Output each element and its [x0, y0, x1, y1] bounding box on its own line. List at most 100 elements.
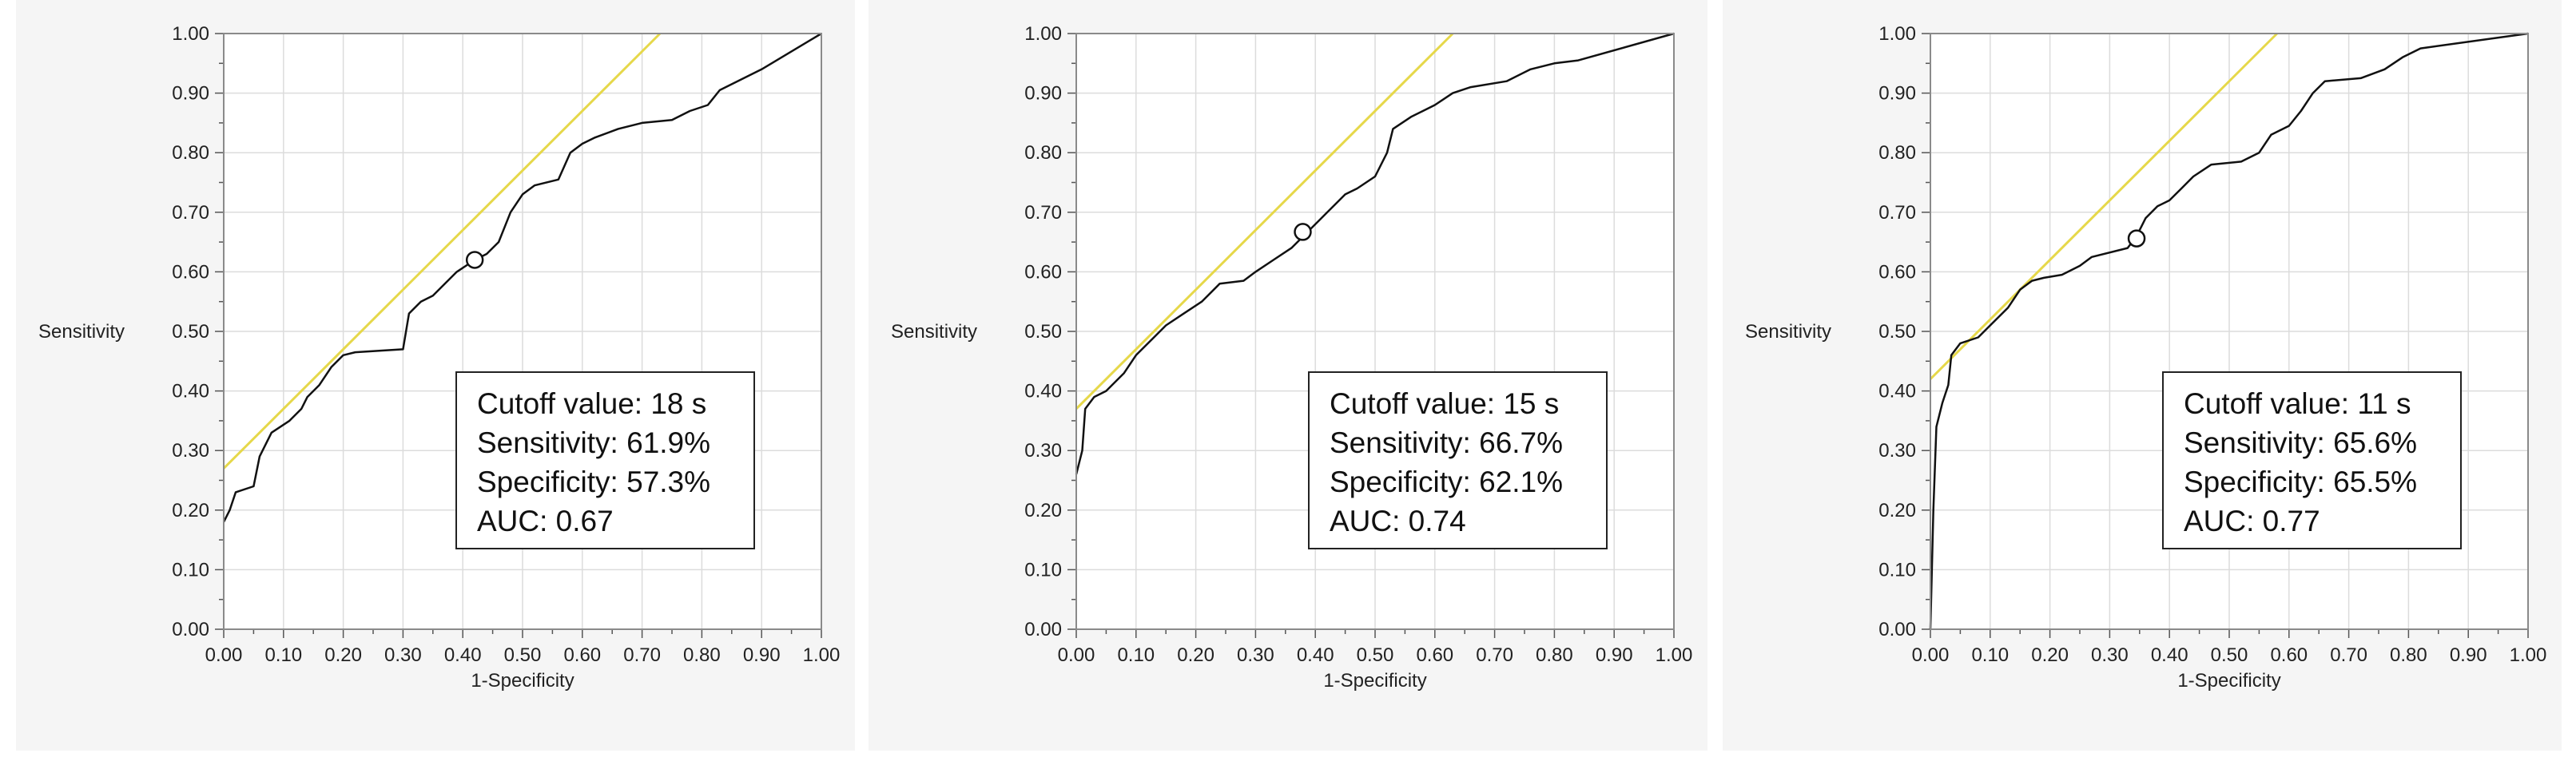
sensitivity-text: Sensitivity: 61.9% — [477, 426, 711, 459]
x-tick-label: 0.40 — [2151, 644, 2188, 666]
specificity-text: Specificity: 65.5% — [2184, 466, 2418, 498]
cutoff-point-marker — [1294, 223, 1312, 241]
x-tick-label: 0.20 — [1177, 644, 1214, 666]
y-tick-label: 0.60 — [1024, 261, 1062, 283]
cutoff-value-text: Cutoff value: 18 s — [477, 387, 707, 420]
x-tick-label: 0.50 — [504, 644, 542, 666]
sensitivity-text: Sensitivity: 65.6% — [2184, 426, 2418, 459]
x-axis-title: 1-Specificity — [2177, 670, 2280, 692]
x-tick-label: 0.80 — [683, 644, 721, 666]
y-tick-label: 0.40 — [1878, 381, 1916, 402]
x-tick-label: 0.00 — [1058, 644, 1095, 666]
y-axis-title: Sensitivity — [891, 321, 977, 343]
y-tick-label: 0.10 — [1878, 559, 1916, 581]
y-tick-label: 1.00 — [1024, 23, 1062, 45]
x-tick-label: 1.00 — [803, 644, 841, 666]
auc-text: AUC: 0.74 — [1330, 505, 1466, 537]
x-tick-label: 0.60 — [2270, 644, 2308, 666]
plot-frame — [223, 33, 822, 630]
x-tick-label: 0.50 — [2211, 644, 2248, 666]
y-tick-label: 0.20 — [172, 500, 209, 521]
y-tick-label: 1.00 — [172, 23, 209, 45]
x-tick-label: 0.90 — [743, 644, 781, 666]
cutoff-value-text: Cutoff value: 11 s — [2184, 387, 2411, 420]
y-tick-label: 0.30 — [1878, 440, 1916, 462]
y-axis-title: Sensitivity — [1745, 321, 1831, 343]
y-tick-label: 0.20 — [1878, 500, 1916, 521]
tangent-line — [1075, 32, 1454, 410]
stats-annotation-box: Cutoff value: 15 s Sensitivity: 66.7% Sp… — [1308, 371, 1608, 549]
y-tick-label: 0.90 — [1024, 83, 1062, 105]
y-tick-label: 0.00 — [1878, 619, 1916, 640]
sensitivity-text: Sensitivity: 66.7% — [1330, 426, 1564, 459]
tangent-line — [1929, 32, 2278, 380]
roc-panel-3: 0.00 0.10 0.20 0.30 0.40 0.50 0.60 0.70 0.80 0.90… — [1723, 0, 2562, 751]
auc-text: AUC: 0.67 — [477, 505, 614, 537]
y-tick-label: 0.30 — [1024, 440, 1062, 462]
x-tick-label: 0.70 — [623, 644, 661, 666]
x-axis-title: 1-Specificity — [471, 670, 574, 692]
y-tick-label: 0.90 — [172, 83, 209, 105]
x-tick-label: 0.00 — [205, 644, 243, 666]
cutoff-point-marker — [465, 251, 484, 269]
x-tick-label: 0.90 — [2450, 644, 2487, 666]
roc-panel-1: 0.00 0.10 0.20 0.30 0.40 0.50 0.60 0.70 0.80 0.90… — [16, 0, 855, 751]
x-tick-label: 0.20 — [2031, 644, 2069, 666]
x-tick-label: 1.00 — [2510, 644, 2547, 666]
y-tick-label: 0.30 — [172, 440, 209, 462]
y-tick-label: 0.80 — [1878, 142, 1916, 164]
x-tick-label: 0.70 — [2330, 644, 2367, 666]
y-tick-label: 1.00 — [1878, 23, 1916, 45]
y-axis-title: Sensitivity — [38, 321, 125, 343]
cutoff-point-marker — [2127, 229, 2146, 248]
y-tick-label: 0.10 — [172, 559, 209, 581]
x-tick-label: 0.30 — [1237, 644, 1274, 666]
x-tick-label: 0.60 — [1416, 644, 1453, 666]
x-tick-label: 0.60 — [563, 644, 601, 666]
y-tick-label: 0.40 — [1024, 381, 1062, 402]
y-tick-label: 0.80 — [172, 142, 209, 164]
roc-curve — [222, 32, 822, 523]
y-tick-label: 0.40 — [172, 381, 209, 402]
y-tick-label: 0.60 — [172, 261, 209, 283]
stats-annotation-box: Cutoff value: 11 s Sensitivity: 65.6% Sp… — [2162, 371, 2462, 549]
x-tick-label: 0.80 — [2390, 644, 2427, 666]
specificity-text: Specificity: 57.3% — [477, 466, 711, 498]
y-tick-label: 0.20 — [1024, 500, 1062, 521]
x-tick-label: 0.50 — [1357, 644, 1394, 666]
y-tick-label: 0.70 — [1878, 202, 1916, 224]
x-tick-label: 0.10 — [1117, 644, 1155, 666]
specificity-text: Specificity: 62.1% — [1330, 466, 1564, 498]
roc-panel-2: 0.00 0.10 0.20 0.30 0.40 0.50 0.60 0.70 0.80 0.90… — [869, 0, 1707, 751]
cutoff-value-text: Cutoff value: 15 s — [1330, 387, 1560, 420]
y-tick-label: 0.80 — [1024, 142, 1062, 164]
auc-text: AUC: 0.77 — [2184, 505, 2320, 537]
roc-curve — [1929, 32, 2529, 630]
stats-annotation-box: Cutoff value: 18 s Sensitivity: 61.9% Sp… — [455, 371, 755, 549]
y-tick-label: 0.00 — [172, 619, 209, 640]
x-tick-label: 0.20 — [324, 644, 362, 666]
x-axis-title: 1-Specificity — [1323, 670, 1426, 692]
x-tick-label: 0.70 — [1476, 644, 1513, 666]
tangent-line — [222, 32, 662, 470]
x-tick-label: 0.30 — [384, 644, 422, 666]
x-tick-label: 0.40 — [1297, 644, 1334, 666]
y-tick-label: 0.70 — [1024, 202, 1062, 224]
x-tick-label: 0.90 — [1596, 644, 1633, 666]
x-tick-label: 0.80 — [1536, 644, 1573, 666]
y-tick-label: 0.50 — [172, 321, 209, 343]
plot-frame — [1930, 33, 2529, 630]
plot-frame — [1075, 33, 1675, 630]
y-tick-label: 0.50 — [1024, 321, 1062, 343]
x-tick-label: 0.30 — [2091, 644, 2129, 666]
x-tick-label: 1.00 — [1656, 644, 1693, 666]
x-tick-label: 0.40 — [444, 644, 482, 666]
y-tick-label: 0.70 — [172, 202, 209, 224]
y-tick-label: 0.60 — [1878, 261, 1916, 283]
x-tick-label: 0.10 — [264, 644, 302, 666]
y-tick-label: 0.10 — [1024, 559, 1062, 581]
x-tick-label: 0.00 — [1912, 644, 1950, 666]
y-tick-label: 0.00 — [1024, 619, 1062, 640]
y-tick-label: 0.90 — [1878, 83, 1916, 105]
x-tick-label: 0.10 — [1971, 644, 2009, 666]
